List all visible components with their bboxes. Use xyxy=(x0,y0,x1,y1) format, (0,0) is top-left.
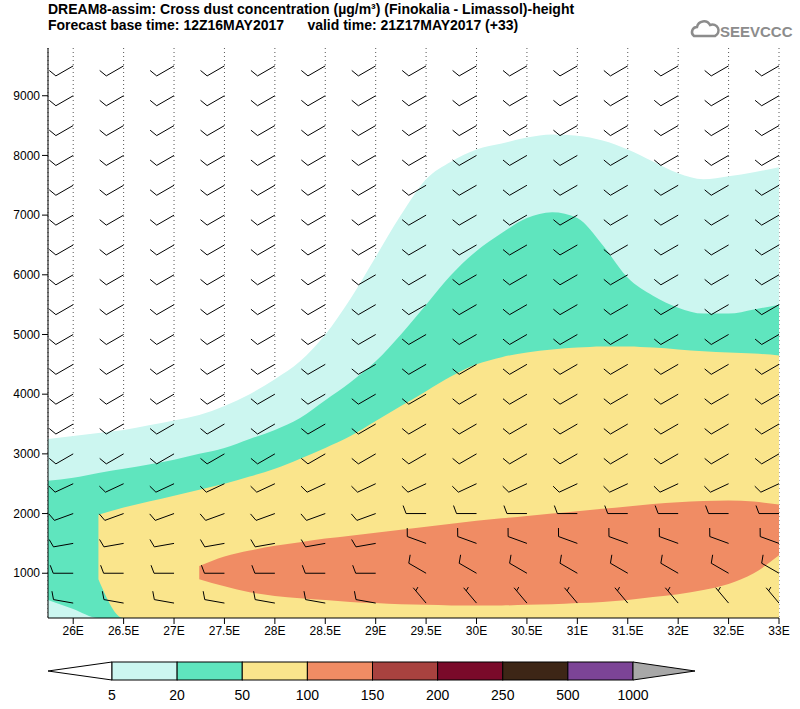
svg-text:8000: 8000 xyxy=(13,149,40,163)
svg-text:9000: 9000 xyxy=(13,89,40,103)
svg-text:28.5E: 28.5E xyxy=(310,624,341,638)
svg-text:32E: 32E xyxy=(667,624,688,638)
svg-text:100: 100 xyxy=(296,687,320,703)
svg-text:33E: 33E xyxy=(768,624,789,638)
svg-text:30E: 30E xyxy=(466,624,487,638)
svg-text:200: 200 xyxy=(426,687,450,703)
svg-text:500: 500 xyxy=(556,687,580,703)
svg-text:7000: 7000 xyxy=(13,208,40,222)
svg-text:27E: 27E xyxy=(163,624,184,638)
svg-text:5000: 5000 xyxy=(13,328,40,342)
svg-text:30.5E: 30.5E xyxy=(511,624,542,638)
svg-text:20: 20 xyxy=(169,687,185,703)
svg-text:31.5E: 31.5E xyxy=(612,624,643,638)
svg-text:250: 250 xyxy=(491,687,515,703)
svg-text:29.5E: 29.5E xyxy=(410,624,441,638)
html-text:Forecast base time: 12Z16MAY20: Forecast base time: 12Z16MAY2017 valid t… xyxy=(48,17,519,33)
svg-text:27.5E: 27.5E xyxy=(209,624,240,638)
svg-text:6000: 6000 xyxy=(13,268,40,282)
svg-text:31E: 31E xyxy=(567,624,588,638)
svg-text:3000: 3000 xyxy=(13,447,40,461)
svg-text:4000: 4000 xyxy=(13,387,40,401)
svg-text:1000: 1000 xyxy=(13,566,40,580)
svg-text:29E: 29E xyxy=(365,624,386,638)
svg-text:1000: 1000 xyxy=(617,687,648,703)
svg-text:SEEVCCC: SEEVCCC xyxy=(720,23,792,40)
html-text:DREAM8-assim: Cross dust conce: DREAM8-assim: Cross dust concentration (… xyxy=(48,1,575,17)
svg-text:2000: 2000 xyxy=(13,507,40,521)
svg-text:28E: 28E xyxy=(264,624,285,638)
svg-text:32.5E: 32.5E xyxy=(713,624,744,638)
svg-text:26E: 26E xyxy=(63,624,84,638)
svg-text:150: 150 xyxy=(361,687,385,703)
svg-text:5: 5 xyxy=(108,687,116,703)
svg-text:50: 50 xyxy=(234,687,250,703)
svg-text:26.5E: 26.5E xyxy=(108,624,139,638)
